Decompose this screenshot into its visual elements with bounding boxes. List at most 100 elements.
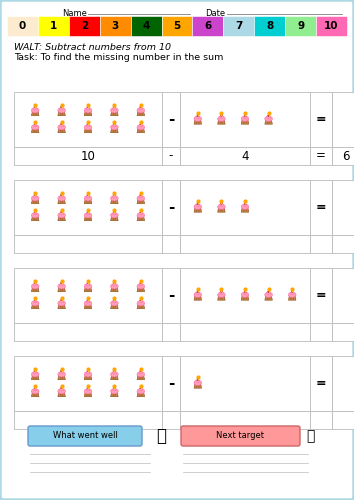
Ellipse shape bbox=[33, 372, 37, 374]
Ellipse shape bbox=[113, 388, 116, 391]
Circle shape bbox=[221, 202, 222, 204]
Bar bbox=[332, 180, 354, 235]
Ellipse shape bbox=[86, 124, 90, 127]
Polygon shape bbox=[111, 392, 118, 396]
Bar bbox=[285, 16, 316, 36]
Polygon shape bbox=[194, 120, 201, 124]
Ellipse shape bbox=[84, 372, 92, 377]
Bar bbox=[14, 268, 162, 323]
Circle shape bbox=[114, 299, 115, 301]
Ellipse shape bbox=[33, 284, 37, 286]
Bar bbox=[332, 92, 354, 147]
Bar bbox=[14, 147, 162, 165]
Bar bbox=[7, 16, 38, 36]
Bar bbox=[180, 180, 310, 235]
Text: Name: Name bbox=[63, 8, 87, 18]
Ellipse shape bbox=[32, 388, 39, 394]
Ellipse shape bbox=[243, 116, 247, 118]
Bar bbox=[316, 16, 347, 36]
Bar bbox=[180, 92, 310, 147]
Ellipse shape bbox=[86, 108, 90, 110]
Circle shape bbox=[268, 114, 269, 116]
Ellipse shape bbox=[219, 292, 223, 294]
Ellipse shape bbox=[139, 300, 143, 303]
Bar bbox=[14, 356, 162, 411]
Circle shape bbox=[87, 106, 89, 108]
FancyBboxPatch shape bbox=[181, 426, 300, 446]
Bar bbox=[100, 16, 131, 36]
Ellipse shape bbox=[196, 116, 200, 118]
Text: =: = bbox=[316, 377, 326, 390]
Ellipse shape bbox=[86, 284, 90, 286]
Bar bbox=[162, 147, 180, 165]
Ellipse shape bbox=[33, 388, 37, 391]
Text: What went well: What went well bbox=[52, 432, 118, 440]
Text: -: - bbox=[169, 150, 173, 162]
Polygon shape bbox=[58, 111, 65, 116]
Polygon shape bbox=[32, 375, 39, 380]
Polygon shape bbox=[111, 128, 118, 132]
Ellipse shape bbox=[86, 212, 90, 215]
Ellipse shape bbox=[58, 196, 65, 201]
Bar bbox=[310, 268, 332, 323]
Text: -: - bbox=[168, 376, 174, 391]
Text: -: - bbox=[168, 200, 174, 215]
Circle shape bbox=[114, 282, 115, 284]
Ellipse shape bbox=[137, 284, 145, 289]
Ellipse shape bbox=[33, 300, 37, 303]
Circle shape bbox=[268, 290, 269, 292]
Text: Task: To find the missing number in the sum: Task: To find the missing number in the … bbox=[14, 52, 223, 62]
Circle shape bbox=[34, 282, 36, 284]
Circle shape bbox=[61, 211, 62, 213]
Text: 8: 8 bbox=[266, 21, 273, 31]
Ellipse shape bbox=[137, 108, 145, 113]
Polygon shape bbox=[137, 216, 144, 220]
Bar bbox=[310, 356, 332, 411]
Circle shape bbox=[61, 282, 62, 284]
Bar bbox=[38, 16, 69, 36]
Circle shape bbox=[61, 123, 62, 125]
Text: Next target: Next target bbox=[217, 432, 264, 440]
Circle shape bbox=[244, 202, 246, 204]
Ellipse shape bbox=[110, 284, 118, 289]
Bar bbox=[14, 411, 162, 429]
Circle shape bbox=[87, 387, 89, 389]
Ellipse shape bbox=[60, 124, 63, 127]
Ellipse shape bbox=[60, 196, 63, 198]
Ellipse shape bbox=[58, 124, 65, 130]
Circle shape bbox=[61, 370, 62, 372]
Circle shape bbox=[140, 370, 142, 372]
Ellipse shape bbox=[241, 204, 249, 210]
Polygon shape bbox=[194, 208, 201, 212]
Ellipse shape bbox=[139, 124, 143, 127]
Polygon shape bbox=[32, 304, 39, 308]
Text: WALT: Subtract numbers from 10: WALT: Subtract numbers from 10 bbox=[14, 42, 171, 51]
Ellipse shape bbox=[137, 212, 145, 218]
Bar bbox=[180, 323, 310, 341]
Ellipse shape bbox=[113, 196, 116, 198]
Bar bbox=[180, 268, 310, 323]
Ellipse shape bbox=[218, 204, 225, 210]
Ellipse shape bbox=[113, 300, 116, 303]
Ellipse shape bbox=[137, 196, 145, 201]
Bar bbox=[193, 16, 223, 36]
Ellipse shape bbox=[194, 116, 202, 121]
Text: 10: 10 bbox=[324, 21, 339, 31]
Polygon shape bbox=[218, 296, 225, 300]
Ellipse shape bbox=[32, 108, 39, 113]
Ellipse shape bbox=[265, 116, 273, 121]
Polygon shape bbox=[58, 375, 65, 380]
Circle shape bbox=[87, 370, 89, 372]
Polygon shape bbox=[32, 199, 39, 203]
Circle shape bbox=[244, 290, 246, 292]
Polygon shape bbox=[84, 392, 92, 396]
Circle shape bbox=[114, 123, 115, 125]
Text: 7: 7 bbox=[235, 21, 242, 31]
Polygon shape bbox=[265, 120, 272, 124]
Bar bbox=[14, 235, 162, 253]
Ellipse shape bbox=[84, 212, 92, 218]
Circle shape bbox=[61, 387, 62, 389]
Ellipse shape bbox=[219, 116, 223, 118]
Polygon shape bbox=[58, 392, 65, 396]
Ellipse shape bbox=[110, 124, 118, 130]
